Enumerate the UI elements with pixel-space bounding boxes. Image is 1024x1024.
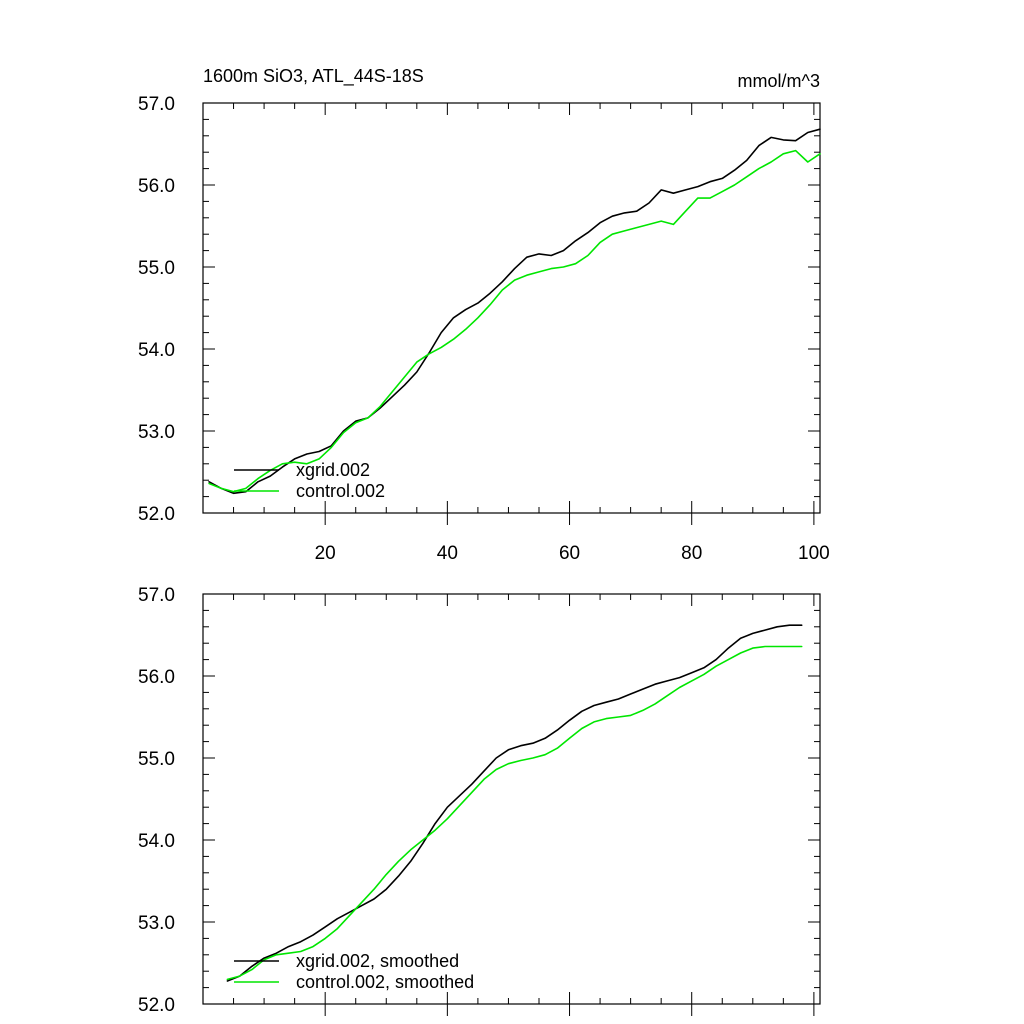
series-line-0 <box>208 128 821 495</box>
y-tick-label: 57.0 <box>138 585 175 606</box>
top-panel: 52.0 53.0 54.0 55.0 56.0 57.0 20 40 60 80 100 xgrid… <box>138 94 830 564</box>
x-tick-label: 80 <box>681 543 702 564</box>
y-tick-label: 57.0 <box>138 94 175 115</box>
y-tick-label: 56.0 <box>138 176 175 197</box>
plot-frame <box>202 102 821 514</box>
x-tick-label: 60 <box>559 543 580 564</box>
legend-label: control.002, smoothed <box>296 972 474 992</box>
legend-label: xgrid.002, smoothed <box>296 951 459 971</box>
x-tick-label: 20 <box>315 543 336 564</box>
y-tick-label: 52.0 <box>138 995 175 1016</box>
y-tick-label: 56.0 <box>138 667 175 688</box>
y-tick-label: 54.0 <box>138 831 175 852</box>
y-tick-label: 54.0 <box>138 340 175 361</box>
legend-label: xgrid.002 <box>296 460 370 480</box>
units-label: mmol/m^3 <box>738 71 820 91</box>
x-tick-label: 100 <box>798 543 830 564</box>
series-line-1 <box>208 149 821 493</box>
series-line-1 <box>226 645 803 981</box>
y-tick-label: 55.0 <box>138 258 175 279</box>
bottom-panel: 52.0 53.0 54.0 55.0 56.0 57.0 xgrid.002, smoot… <box>138 585 821 1016</box>
plot-frame <box>202 593 821 1005</box>
y-tick-label: 53.0 <box>138 422 175 443</box>
x-tick-label: 40 <box>437 543 458 564</box>
chart-title: 1600m SiO3, ATL_44S-18S <box>203 66 424 87</box>
y-tick-label: 55.0 <box>138 749 175 770</box>
legend-label: control.002 <box>296 481 385 501</box>
y-tick-label: 52.0 <box>138 504 175 525</box>
series-line-0 <box>226 624 803 982</box>
y-tick-label: 53.0 <box>138 913 175 934</box>
